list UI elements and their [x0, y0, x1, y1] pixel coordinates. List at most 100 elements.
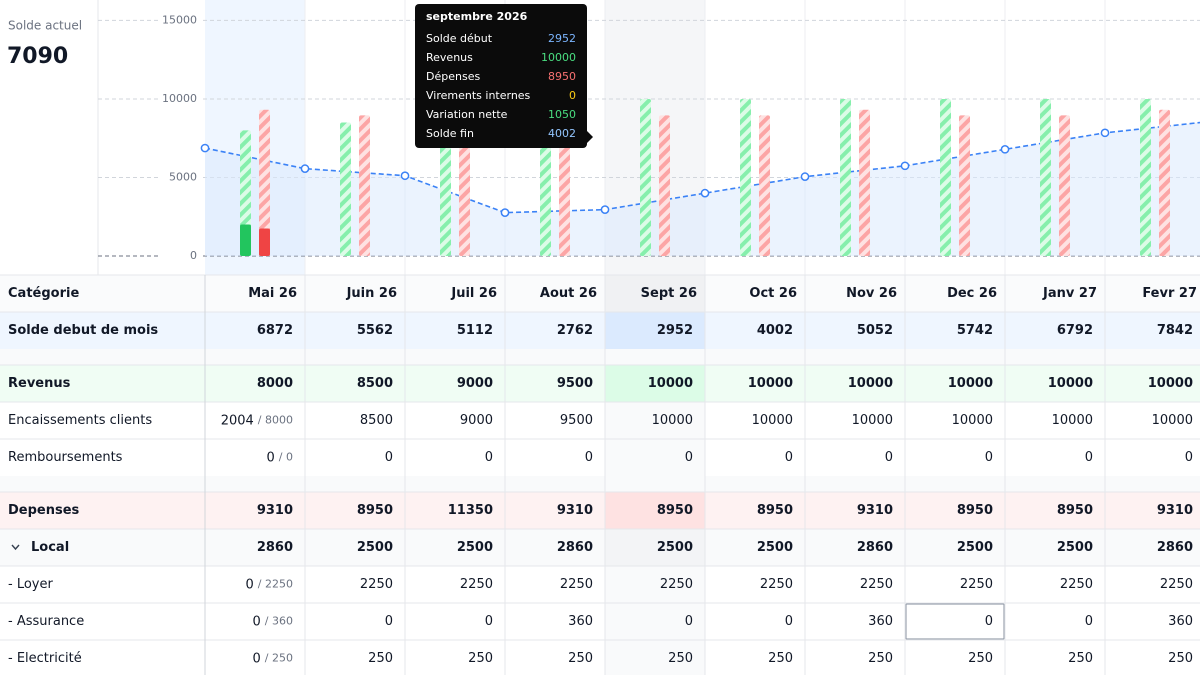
cell: 2860 [557, 540, 593, 555]
row-hover-cell [605, 439, 705, 476]
cell: 6792 [1057, 323, 1093, 338]
tooltip-value: 2952 [548, 32, 576, 45]
bar [759, 115, 770, 257]
cell: 0 [485, 450, 493, 465]
cell: 0 / 2250 [246, 577, 293, 592]
cell: 2250 [460, 577, 493, 592]
tooltip-value: 1050 [548, 108, 576, 121]
cell: 0 / 250 [253, 651, 293, 666]
cell: 0 [385, 450, 393, 465]
tooltip-label: Variation nette [426, 108, 508, 121]
cell: 0 [885, 450, 893, 465]
month-label: Juil 26 [450, 286, 497, 301]
cell: 2250 [660, 577, 693, 592]
cell-planned: / 8000 [258, 414, 293, 427]
cell: 0 [1085, 614, 1093, 629]
month-label: Aout 26 [540, 286, 597, 301]
balance-label: Solde actuel [8, 19, 82, 33]
row-label: Local [31, 540, 69, 555]
month-label: Oct 26 [749, 286, 797, 301]
cell: 10000 [1052, 413, 1093, 428]
cell: 10000 [852, 413, 893, 428]
cell: 250 [768, 651, 793, 666]
tooltip-label: Dépenses [426, 70, 480, 83]
row-label: Encaissements clients [8, 413, 152, 428]
tick-label-bg [160, 13, 200, 28]
cell: 0 [985, 614, 993, 629]
month-label: Mai 26 [248, 286, 297, 301]
tooltip-pointer [587, 131, 593, 143]
cell: 2004 / 8000 [221, 413, 293, 428]
cell: 8500 [357, 376, 393, 391]
row-label: Remboursements [8, 450, 123, 465]
row-bg [0, 439, 1200, 476]
cell-planned: / 2250 [258, 578, 293, 591]
bar [359, 115, 370, 257]
cell: 8950 [757, 503, 793, 518]
row-bg [0, 640, 1200, 675]
row-bg [0, 529, 1200, 566]
cell: 250 [968, 651, 993, 666]
cell: 9310 [257, 503, 293, 518]
expand-chevron [11, 544, 20, 551]
month-label: Juin 26 [346, 286, 397, 301]
actual-bar [240, 224, 251, 256]
cell: 0 / 0 [267, 450, 293, 465]
cell: 10000 [948, 376, 993, 391]
balance-point [400, 171, 410, 181]
cell: 9000 [460, 413, 493, 428]
tick-label-bg [160, 249, 200, 263]
cell: 2250 [1160, 577, 1193, 592]
row-label: Solde debut de mois [8, 323, 158, 338]
cell: 8000 [257, 376, 293, 391]
selected-cell [905, 603, 1005, 640]
cell: 250 [1068, 651, 1093, 666]
cell: 4002 [757, 323, 793, 338]
cell: 10000 [848, 376, 893, 391]
cell: 9310 [1157, 503, 1193, 518]
header-label: Catégorie [8, 286, 79, 301]
month-label: Janv 27 [1042, 286, 1097, 301]
cell: 2952 [657, 323, 693, 338]
cell: 360 [868, 614, 893, 629]
cell: 0 [1185, 450, 1193, 465]
header-row [0, 275, 1200, 312]
bar [1040, 98, 1051, 256]
cell-planned: / 360 [265, 615, 293, 628]
tooltip-title: septembre 2026 [426, 10, 528, 23]
bar [659, 115, 670, 257]
month-label: Nov 26 [846, 286, 897, 301]
cell-planned: / 0 [279, 451, 293, 464]
balance-point [500, 208, 510, 217]
row-hover-cell [605, 365, 705, 402]
row-bg [0, 402, 1200, 439]
cell: 2250 [360, 577, 393, 592]
cell: 360 [1168, 614, 1193, 629]
cell-value: 0 [246, 577, 254, 592]
cell: 250 [368, 651, 393, 666]
cell: 0 [485, 614, 493, 629]
cell: 10000 [652, 413, 693, 428]
cell: 5052 [857, 323, 893, 338]
cell: 0 [585, 450, 593, 465]
cell: 2250 [960, 577, 993, 592]
tooltip-value: 0 [569, 89, 576, 102]
row-hover-cell [605, 566, 705, 603]
cell: 9500 [560, 413, 593, 428]
cell: 250 [468, 651, 493, 666]
bar [740, 98, 751, 256]
cell: 250 [668, 651, 693, 666]
cell-value: 0 [267, 450, 275, 465]
tooltip-value: 10000 [541, 51, 576, 64]
cell: 5562 [357, 323, 393, 338]
cell: 10000 [748, 376, 793, 391]
tooltip-value: 8950 [548, 70, 576, 83]
cell: 2250 [760, 577, 793, 592]
row-label: Revenus [8, 376, 71, 391]
cell: 2500 [957, 540, 993, 555]
cell: 8500 [360, 413, 393, 428]
cell: 10000 [1048, 376, 1093, 391]
cell: 9310 [557, 503, 593, 518]
